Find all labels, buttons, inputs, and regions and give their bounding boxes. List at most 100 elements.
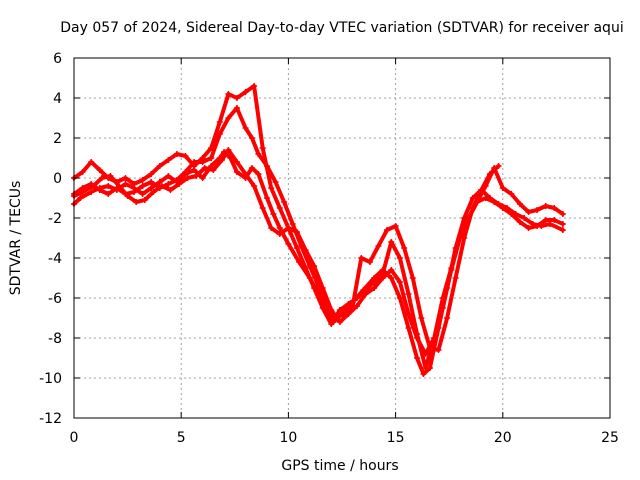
data-point [315, 283, 322, 289]
series-line [72, 148, 565, 356]
data-point [534, 207, 541, 213]
data-point [345, 301, 352, 307]
y-tick-label: -2 [48, 211, 62, 227]
data-point [77, 195, 84, 201]
data-point [259, 205, 266, 211]
plot-frame [73, 57, 611, 419]
data-point [141, 197, 148, 203]
data-point [79, 185, 86, 191]
x-axis-label: GPS time / hours [281, 458, 398, 474]
data-point [371, 279, 378, 285]
data-point [551, 217, 558, 223]
data-point [392, 223, 399, 229]
data-point [263, 163, 270, 169]
y-tick-label: -10 [39, 371, 62, 387]
data-point [165, 173, 172, 179]
data-point [452, 275, 459, 281]
x-tick-label: 5 [177, 430, 186, 446]
data-point [216, 119, 223, 125]
data-point [298, 243, 305, 249]
x-tick-label: 25 [601, 430, 619, 446]
data-point [414, 355, 421, 361]
data-point [122, 175, 129, 181]
data-point [122, 191, 129, 197]
data-point [405, 325, 412, 331]
series-3 [71, 83, 566, 371]
data-point [420, 371, 427, 377]
data-point [542, 217, 549, 223]
data-point [375, 243, 382, 249]
data-point [362, 287, 369, 293]
data-point [516, 201, 523, 207]
data-point [270, 211, 277, 217]
data-point [491, 199, 498, 205]
data-point [396, 255, 403, 261]
data-point [328, 321, 335, 327]
data-point [150, 189, 157, 195]
series-4 [71, 105, 502, 353]
data-point [131, 181, 138, 187]
data-point [88, 189, 95, 195]
data-point [233, 105, 240, 111]
data-point [133, 199, 140, 205]
data-point [293, 245, 300, 251]
data-point [559, 211, 566, 217]
data-point [225, 115, 232, 121]
data-point [176, 181, 183, 187]
data-point [255, 151, 262, 157]
data-point [336, 307, 343, 313]
data-point [499, 205, 506, 211]
x-tick-label: 15 [387, 430, 405, 446]
data-point [199, 175, 206, 181]
data-point [173, 177, 180, 183]
data-point [199, 159, 206, 165]
series-line [72, 84, 565, 370]
data-point [319, 305, 326, 311]
y-tick-label: 6 [53, 51, 62, 67]
data-point [542, 203, 549, 209]
y-tick-label: 0 [53, 171, 62, 187]
data-point [268, 185, 275, 191]
data-point [251, 183, 258, 189]
data-point [182, 169, 189, 175]
data-point [418, 315, 425, 321]
data-point [233, 169, 240, 175]
data-point [276, 231, 283, 237]
data-point [248, 165, 255, 171]
data-point [156, 179, 163, 185]
data-point [559, 221, 566, 227]
data-point [388, 239, 395, 245]
data-point [414, 331, 421, 337]
data-point [210, 167, 217, 173]
data-point [242, 171, 249, 177]
data-point [469, 205, 476, 211]
data-point [173, 151, 180, 157]
data-point [486, 171, 493, 177]
data-point [193, 173, 200, 179]
data-point [184, 175, 191, 181]
x-tick-label: 10 [279, 430, 297, 446]
data-point [358, 255, 365, 261]
y-tick-labels: -12 -10 -8 -6 -4 -2 0 2 4 6 [39, 51, 62, 427]
data-point [508, 211, 515, 217]
data-point [233, 95, 240, 101]
data-point [302, 265, 309, 271]
data-point [439, 295, 446, 301]
data-point [516, 219, 523, 225]
data-point [263, 195, 270, 201]
data-point [396, 295, 403, 301]
data-point [105, 183, 112, 189]
data-point [405, 311, 412, 317]
data-point [401, 245, 408, 251]
data-point [336, 319, 343, 325]
data-point [113, 179, 120, 185]
data-point [156, 185, 163, 191]
data-point [499, 185, 506, 191]
data-point [225, 91, 232, 97]
chart-title: Day 057 of 2024, Sidereal Day-to-day VTE… [60, 20, 623, 36]
data-point [306, 263, 313, 269]
data-point [242, 89, 249, 95]
data-point [218, 157, 225, 163]
data-point [233, 159, 240, 165]
